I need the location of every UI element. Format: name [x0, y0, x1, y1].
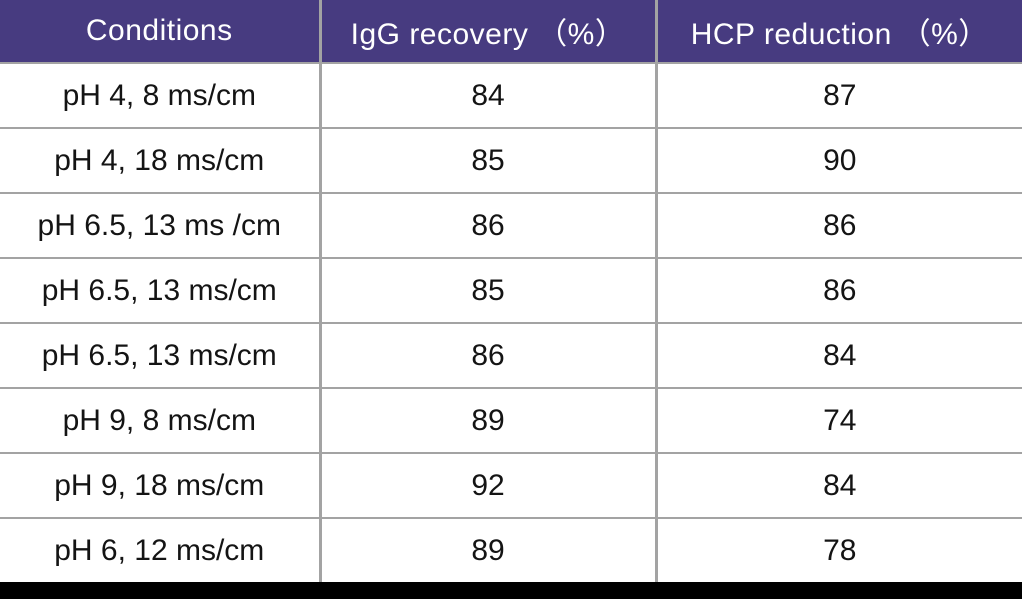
- table-row: pH 4, 8 ms/cm 84 87: [0, 62, 1022, 128]
- condition-cell: pH 9, 18 ms/cm: [0, 452, 320, 518]
- igg-recovery-cell: 85: [318, 127, 656, 193]
- hcp-reduction-cell: 86: [654, 192, 1022, 258]
- hcp-reduction-cell: 78: [654, 517, 1022, 582]
- hcp-reduction-cell: 87: [654, 62, 1022, 128]
- condition-cell: pH 6, 12 ms/cm: [0, 517, 320, 582]
- igg-recovery-cell: 86: [318, 322, 656, 388]
- bottom-bar: [0, 582, 1022, 599]
- igg-recovery-cell: 84: [318, 62, 656, 128]
- table-row: pH 9, 18 ms/cm 92 84: [0, 452, 1022, 518]
- condition-cell: pH 6.5, 13 ms/cm: [0, 322, 320, 388]
- table-header-row: Conditions IgG recovery （%） HCP reductio…: [0, 0, 1022, 63]
- table-row: pH 6.5, 13 ms/cm 86 84: [0, 322, 1022, 388]
- igg-recovery-cell: 92: [318, 452, 656, 518]
- table-row: pH 9, 8 ms/cm 89 74: [0, 387, 1022, 453]
- condition-cell: pH 4, 18 ms/cm: [0, 127, 320, 193]
- igg-recovery-cell: 89: [318, 387, 656, 453]
- hcp-reduction-cell: 74: [654, 387, 1022, 453]
- igg-recovery-cell: 86: [318, 192, 656, 258]
- condition-cell: pH 6.5, 13 ms /cm: [0, 192, 320, 258]
- hcp-reduction-cell: 84: [654, 452, 1022, 518]
- igg-recovery-cell: 85: [318, 257, 656, 323]
- hcp-reduction-cell: 84: [654, 322, 1022, 388]
- conditions-results-table: Conditions IgG recovery （%） HCP reductio…: [0, 0, 1022, 582]
- table-row: pH 4, 18 ms/cm 85 90: [0, 127, 1022, 193]
- column-header-igg-recovery: IgG recovery （%）: [318, 0, 656, 63]
- igg-recovery-cell: 89: [318, 517, 656, 582]
- column-header-hcp-reduction: HCP reduction （%）: [654, 0, 1022, 63]
- hcp-reduction-cell: 86: [654, 257, 1022, 323]
- hcp-reduction-cell: 90: [654, 127, 1022, 193]
- column-header-conditions: Conditions: [0, 0, 320, 63]
- table-body: pH 4, 8 ms/cm 84 87 pH 4, 18 ms/cm 85 90 pH 6.…: [0, 62, 1022, 582]
- condition-cell: pH 6.5, 13 ms/cm: [0, 257, 320, 323]
- condition-cell: pH 9, 8 ms/cm: [0, 387, 320, 453]
- table-row: pH 6, 12 ms/cm 89 78: [0, 517, 1022, 582]
- table-row: pH 6.5, 13 ms/cm 85 86: [0, 257, 1022, 323]
- table-header: Conditions IgG recovery （%） HCP reductio…: [0, 0, 1022, 63]
- condition-cell: pH 4, 8 ms/cm: [0, 62, 320, 128]
- table-row: pH 6.5, 13 ms /cm 86 86: [0, 192, 1022, 258]
